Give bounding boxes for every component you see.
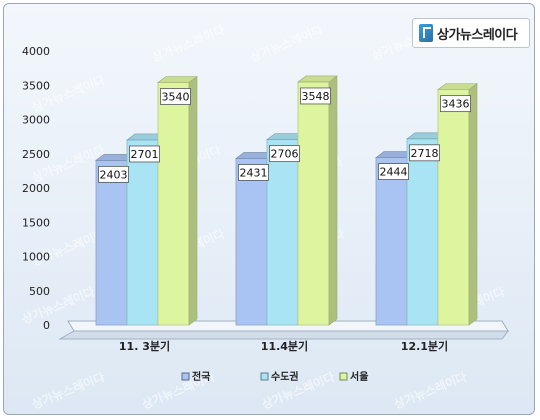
y-tick-label: 1000 [22,251,50,264]
x-category-label: 11.4분기 [261,339,308,353]
bar-series [95,75,478,326]
data-label: 2444 [380,166,408,179]
data-label-box [160,88,191,105]
x-category-label: 11. 3분기 [119,339,170,353]
y-tick-label: 4000 [22,45,50,58]
bar-front [297,81,330,326]
legend-swatch [181,372,190,381]
legend-swatch [339,372,348,381]
legend: 전국 수도권 서울 [181,370,368,383]
bar [437,83,478,326]
bar [157,75,198,326]
bar-front [126,139,159,326]
legend-label: 수도권 [271,371,299,383]
watermark-text: 상가뉴스레이다 [150,22,227,65]
data-label-box [300,87,331,105]
y-tick-label: 3500 [22,79,50,92]
data-label-box [238,164,269,181]
watermark-text: 상가뉴스레이다 [30,369,107,412]
bar-front [266,139,299,326]
data-label: 2431 [240,166,268,179]
data-label-box [378,163,409,180]
bar-front [157,82,190,326]
y-tick-label: 500 [29,285,50,298]
bar-front [406,138,439,326]
y-axis: 0 500 1000 1500 2000 2500 3000 3500 4000 [22,45,50,332]
bar-side [468,83,478,326]
data-label: 2706 [271,148,299,161]
data-label-box [440,95,471,113]
floor-edge [58,330,509,340]
legend-item: 전국 [181,370,210,383]
data-label-box [98,165,129,183]
y-tick-label: 1500 [22,216,50,229]
y-tick-label: 2500 [22,148,50,161]
brand-logo-icon [419,24,433,42]
data-label: 2718 [411,147,439,160]
y-tick-label: 0 [43,319,50,332]
x-axis: 11. 3분기 11.4분기 12.1분기 [119,339,448,353]
data-label: 3548 [302,90,330,103]
bar-top [157,76,198,83]
data-label-box [129,145,160,163]
bar-side [188,75,198,326]
data-label-box [269,145,300,163]
legend-item: 서울 [339,370,368,383]
data-label: 3540 [162,91,190,104]
data-label-box [409,144,440,162]
bar-front [437,89,470,326]
bar-front [375,157,408,326]
watermark-text: 상가뉴스레이다 [392,369,469,412]
brand-logo-text: 상가뉴스레이다 [437,27,518,43]
legend-item: 수도권 [260,371,299,383]
chart-frame: 상가뉴스레이다 상가뉴스레이다 상가뉴스레이다 상가뉴스레이다 상가뉴스레이다 상가뉴스레… [3,3,535,415]
bar-top [297,75,338,83]
legend-swatch [260,372,269,381]
data-label: 2701 [131,148,159,161]
bar-side [328,75,338,326]
y-tick-label: 2000 [22,182,50,195]
watermark-text: 상가뉴스레이다 [248,22,325,65]
x-category-label: 12.1분기 [401,339,448,353]
bar-top [437,83,478,90]
data-label: 3436 [442,98,470,111]
data-label: 2403 [100,168,128,181]
bar-front [95,159,128,326]
legend-label: 서울 [350,370,368,383]
bar [297,75,338,326]
brand-logo: 상가뉴스레이다 [412,18,530,48]
legend-label: 전국 [192,370,210,383]
bar-front [235,158,268,326]
y-tick-label: 3000 [22,114,50,127]
